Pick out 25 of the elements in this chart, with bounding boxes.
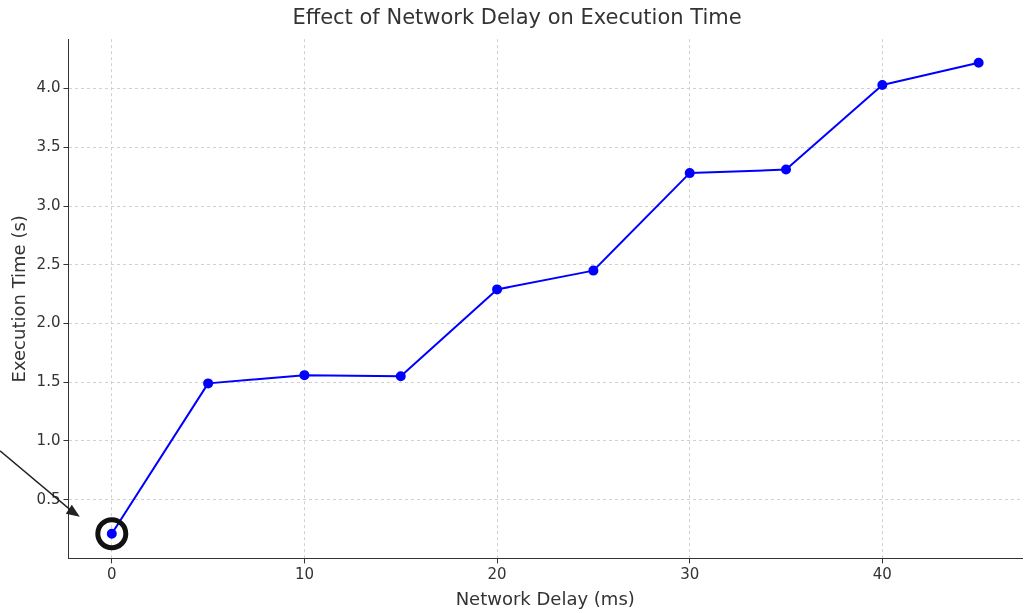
y-tick-label: 2.0	[36, 313, 61, 332]
y-tick-label: 3.5	[36, 137, 61, 156]
x-tick-label: 30	[680, 565, 700, 584]
point	[781, 164, 792, 175]
chart-title: Effect of Network Delay on Execution Time	[292, 5, 742, 30]
x-tick-label: 40	[872, 565, 892, 584]
y-tick-label: 0.5	[36, 489, 61, 508]
point	[395, 371, 406, 382]
y-tick-label: 1.0	[36, 430, 61, 449]
x-tick-label: 10	[294, 565, 314, 584]
x-axis-title: Network Delay (ms)	[455, 587, 635, 609]
point	[299, 370, 310, 381]
y-tick-label: 3.0	[36, 195, 61, 214]
point	[684, 168, 695, 179]
point	[203, 378, 214, 389]
y-tick-label: 2.5	[36, 254, 61, 273]
point	[973, 57, 984, 68]
point	[588, 265, 599, 276]
point	[877, 80, 888, 91]
x-tick-label: 0	[107, 565, 117, 584]
y-tick-label: 1.5	[36, 372, 61, 391]
x-tick-label: 20	[487, 565, 507, 584]
y-tick-label: 4.0	[36, 78, 61, 97]
point	[492, 284, 503, 295]
y-axis-title: Execution Time (s)	[8, 215, 30, 383]
